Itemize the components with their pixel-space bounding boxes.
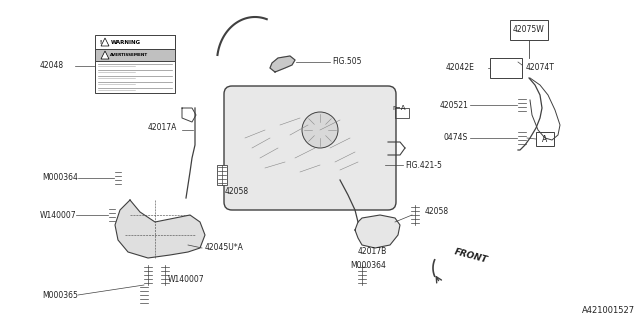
Text: FIG.421-5: FIG.421-5 bbox=[405, 161, 442, 170]
Text: M000364: M000364 bbox=[42, 173, 78, 182]
Text: 42075W: 42075W bbox=[513, 26, 545, 35]
Polygon shape bbox=[101, 38, 109, 46]
Bar bbox=[490, 58, 522, 78]
Text: WARNING: WARNING bbox=[111, 39, 141, 44]
Polygon shape bbox=[101, 51, 109, 59]
Text: FRONT: FRONT bbox=[453, 247, 488, 265]
Text: A: A bbox=[542, 134, 548, 143]
Bar bbox=[395, 108, 409, 118]
Bar bbox=[217, 165, 227, 185]
Bar bbox=[95, 49, 175, 61]
Bar bbox=[95, 35, 175, 49]
Polygon shape bbox=[115, 200, 205, 258]
Text: A421001527: A421001527 bbox=[582, 306, 635, 315]
Bar bbox=[510, 20, 548, 40]
Bar bbox=[536, 132, 554, 146]
Text: r⌐A: r⌐A bbox=[392, 105, 406, 111]
Text: 42058: 42058 bbox=[425, 207, 449, 217]
Text: 42074T: 42074T bbox=[526, 63, 555, 73]
Text: W140007: W140007 bbox=[168, 276, 205, 284]
Polygon shape bbox=[355, 215, 400, 248]
Text: 42042E: 42042E bbox=[446, 63, 475, 73]
Text: 42017B: 42017B bbox=[358, 247, 387, 257]
Polygon shape bbox=[270, 56, 295, 72]
Text: !: ! bbox=[99, 41, 101, 45]
Text: 42048: 42048 bbox=[40, 61, 64, 70]
Text: M000364: M000364 bbox=[350, 260, 386, 269]
Circle shape bbox=[302, 112, 338, 148]
Bar bbox=[95, 35, 175, 49]
Text: M000365: M000365 bbox=[42, 291, 78, 300]
Bar bbox=[95, 35, 175, 93]
FancyBboxPatch shape bbox=[224, 86, 396, 210]
Text: 42017A: 42017A bbox=[148, 124, 177, 132]
Text: W140007: W140007 bbox=[40, 211, 77, 220]
Text: 0474S: 0474S bbox=[444, 133, 468, 142]
Text: FIG.505: FIG.505 bbox=[332, 58, 362, 67]
Text: 420521: 420521 bbox=[439, 100, 468, 109]
Text: 42058: 42058 bbox=[225, 188, 249, 196]
Text: 42045U*A: 42045U*A bbox=[205, 244, 244, 252]
Text: AVERTISSEMENT: AVERTISSEMENT bbox=[110, 53, 148, 57]
